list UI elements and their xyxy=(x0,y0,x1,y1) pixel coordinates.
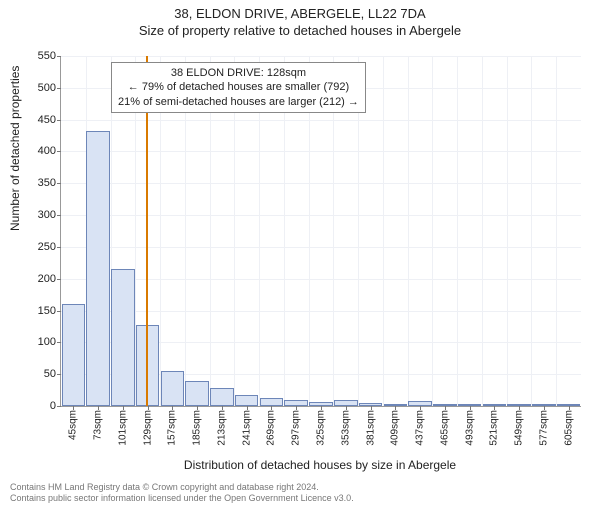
xtick-label: 45sqm xyxy=(68,410,79,440)
gridline xyxy=(482,56,483,406)
ytick-label: 250 xyxy=(16,241,56,253)
ytick-label: 450 xyxy=(16,114,56,126)
ytick-mark xyxy=(57,120,61,121)
chart-area: 05010015020025030035040045050055045sqm73… xyxy=(60,56,580,406)
histogram-bar xyxy=(62,304,86,406)
footer-attribution: Contains HM Land Registry data © Crown c… xyxy=(10,482,354,505)
xtick-label: 157sqm xyxy=(167,410,178,446)
gridline xyxy=(408,56,409,406)
page-title: 38, ELDON DRIVE, ABERGELE, LL22 7DA xyxy=(0,6,600,21)
ytick-label: 500 xyxy=(16,82,56,94)
xtick-label: 325sqm xyxy=(316,410,327,446)
xtick-label: 101sqm xyxy=(117,410,128,446)
chart-subtitle: Size of property relative to detached ho… xyxy=(0,23,600,38)
ytick-label: 350 xyxy=(16,177,56,189)
gridline xyxy=(432,56,433,406)
xtick-label: 577sqm xyxy=(538,410,549,446)
xtick-label: 437sqm xyxy=(415,410,426,446)
gridline xyxy=(61,183,581,184)
xtick-label: 185sqm xyxy=(192,410,203,446)
histogram-bar xyxy=(111,269,135,406)
ytick-mark xyxy=(57,342,61,343)
histogram-bar xyxy=(210,388,234,406)
xtick-label: 213sqm xyxy=(216,410,227,446)
ytick-mark xyxy=(57,215,61,216)
gridline xyxy=(61,151,581,152)
xtick-label: 521sqm xyxy=(489,410,500,446)
histogram-bar xyxy=(161,371,185,406)
annotation-line: 21% of semi-detached houses are larger (… xyxy=(118,95,359,109)
chart-container: 38, ELDON DRIVE, ABERGELE, LL22 7DA Size… xyxy=(0,6,600,506)
xtick-label: 353sqm xyxy=(340,410,351,446)
xtick-label: 269sqm xyxy=(266,410,277,446)
gridline xyxy=(61,279,581,280)
gridline xyxy=(531,56,532,406)
xtick-label: 605sqm xyxy=(563,410,574,446)
histogram-bar xyxy=(185,381,209,406)
ytick-mark xyxy=(57,151,61,152)
gridline xyxy=(507,56,508,406)
xtick-label: 465sqm xyxy=(439,410,450,446)
footer-line: Contains HM Land Registry data © Crown c… xyxy=(10,482,354,493)
xtick-label: 549sqm xyxy=(514,410,525,446)
xtick-label: 381sqm xyxy=(365,410,376,446)
gridline xyxy=(383,56,384,406)
ytick-mark xyxy=(57,247,61,248)
ytick-mark xyxy=(57,56,61,57)
ytick-label: 200 xyxy=(16,273,56,285)
annotation-box: 38 ELDON DRIVE: 128sqm← 79% of detached … xyxy=(111,62,366,113)
xtick-label: 493sqm xyxy=(464,410,475,446)
histogram-bar xyxy=(86,131,110,406)
ytick-label: 550 xyxy=(16,50,56,62)
histogram-bar xyxy=(260,398,284,406)
gridline xyxy=(61,56,581,57)
xtick-label: 409sqm xyxy=(390,410,401,446)
ytick-mark xyxy=(57,406,61,407)
ytick-mark xyxy=(57,88,61,89)
ytick-label: 150 xyxy=(16,305,56,317)
gridline xyxy=(61,311,581,312)
annotation-line: 38 ELDON DRIVE: 128sqm xyxy=(118,66,359,80)
gridline xyxy=(61,120,581,121)
ytick-mark xyxy=(57,183,61,184)
ytick-label: 100 xyxy=(16,336,56,348)
gridline xyxy=(457,56,458,406)
ytick-label: 0 xyxy=(16,400,56,412)
xtick-label: 241sqm xyxy=(241,410,252,446)
footer-line: Contains public sector information licen… xyxy=(10,493,354,504)
ytick-mark xyxy=(57,311,61,312)
gridline xyxy=(61,247,581,248)
histogram-bar xyxy=(235,395,259,406)
gridline xyxy=(556,56,557,406)
annotation-line: ← 79% of detached houses are smaller (79… xyxy=(118,80,359,94)
ytick-mark xyxy=(57,279,61,280)
xtick-label: 73sqm xyxy=(93,410,104,440)
ytick-mark xyxy=(57,374,61,375)
plot-region: 05010015020025030035040045050055045sqm73… xyxy=(60,56,581,407)
xtick-label: 297sqm xyxy=(291,410,302,446)
ytick-label: 400 xyxy=(16,145,56,157)
ytick-label: 50 xyxy=(16,368,56,380)
xtick-label: 129sqm xyxy=(142,410,153,446)
ytick-label: 300 xyxy=(16,209,56,221)
x-axis-label: Distribution of detached houses by size … xyxy=(60,458,580,472)
gridline xyxy=(61,215,581,216)
